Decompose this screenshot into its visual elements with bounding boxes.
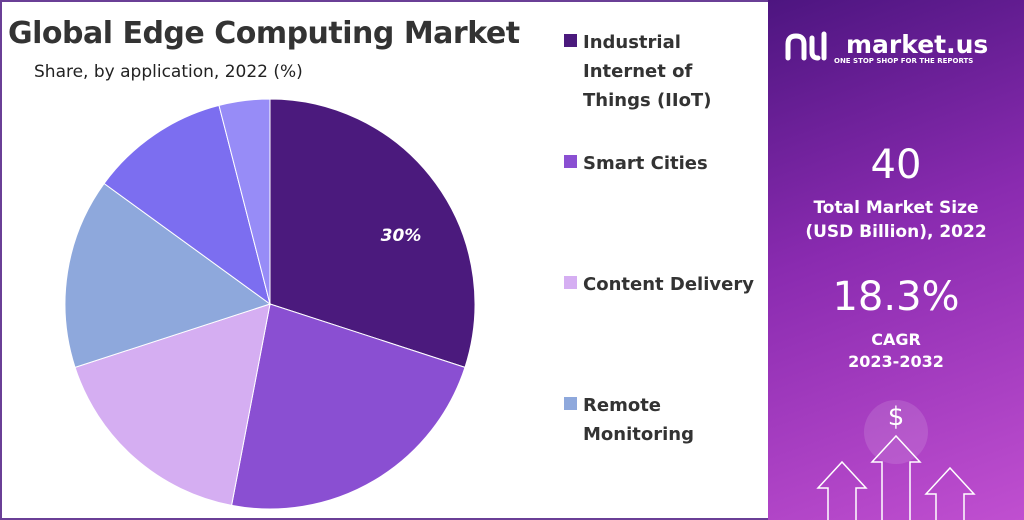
legend-swatch xyxy=(564,276,577,289)
coin-circle xyxy=(864,400,928,464)
legend-label: Remote Monitoring xyxy=(583,395,694,445)
cagr-label: 2023-2032 xyxy=(848,352,944,371)
dollar-icon: $ xyxy=(887,402,905,432)
pie-slice xyxy=(64,182,272,368)
pie-slice xyxy=(103,104,271,306)
legend-swatch xyxy=(564,397,577,410)
legend-swatch xyxy=(564,34,577,47)
market-size-value: 40 xyxy=(870,142,922,188)
legend-label: Smart Cities xyxy=(583,153,708,174)
chart-panel: Global Edge Computing Market Share, by a… xyxy=(0,0,768,520)
legend-item: Smart Cities xyxy=(564,149,754,178)
pie-slice xyxy=(231,303,466,510)
legend-label: Industrial Internet of Things (IIoT) xyxy=(583,32,712,111)
brand-tagline: ONE STOP SHOP FOR THE REPORTS xyxy=(834,57,974,65)
pie-slice xyxy=(218,98,271,305)
logo-icon xyxy=(785,31,827,61)
legend-item: Industrial Internet of Things (IIoT) xyxy=(564,28,754,115)
cagr-label: CAGR xyxy=(871,330,921,349)
chart-title: Global Edge Computing Market xyxy=(8,16,520,51)
growth-arrows xyxy=(816,434,976,520)
pie-slice xyxy=(74,303,271,506)
legend-item: Remote Monitoring xyxy=(564,391,754,449)
market-size-label: Total Market Size xyxy=(813,198,979,218)
chart-subtitle: Share, by application, 2022 (%) xyxy=(34,62,303,82)
legend-label: Content Delivery xyxy=(583,274,754,295)
legend-item: Content Delivery xyxy=(564,270,754,299)
slice-label: 30% xyxy=(381,226,422,246)
cagr-value: 18.3% xyxy=(832,274,960,320)
brand-name: market.us xyxy=(846,30,989,59)
legend-swatch xyxy=(564,155,577,168)
panel-decor xyxy=(785,31,976,520)
market-size-label: (USD Billion), 2022 xyxy=(805,222,987,242)
stats-panel: market.us ONE STOP SHOP FOR THE REPORTS … xyxy=(768,0,1024,520)
pie-chart: 30% xyxy=(64,98,476,510)
pie-slice xyxy=(269,98,476,368)
